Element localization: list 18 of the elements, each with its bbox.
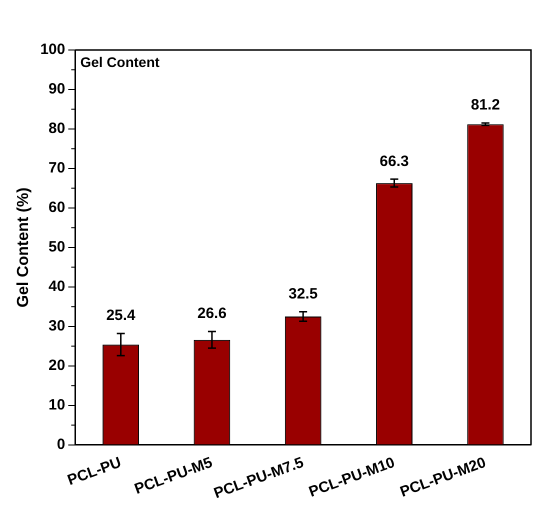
- y-tick-label: 100: [40, 41, 66, 58]
- y-tick-label: 50: [48, 238, 66, 256]
- y-tick-label: 30: [48, 318, 66, 335]
- y-tick-label: 10: [48, 396, 66, 414]
- y-tick-label: 90: [48, 80, 66, 98]
- data-label: 81.2: [470, 96, 500, 114]
- y-tick-label: 0: [56, 436, 66, 454]
- chart-title: Gel Content: [80, 54, 160, 70]
- y-axis-title: Gel Content (%): [15, 187, 32, 308]
- data-label: 32.5: [288, 285, 318, 302]
- data-label: 25.4: [106, 307, 136, 324]
- y-tick-label: 80: [48, 120, 66, 138]
- data-label: 66.3: [380, 152, 409, 170]
- y-tick-label: 60: [48, 199, 66, 216]
- y-tick-label: 70: [48, 160, 66, 177]
- data-label: 26.6: [197, 305, 227, 322]
- y-tick-label: 20: [48, 357, 66, 374]
- y-tick-label: 40: [48, 278, 66, 296]
